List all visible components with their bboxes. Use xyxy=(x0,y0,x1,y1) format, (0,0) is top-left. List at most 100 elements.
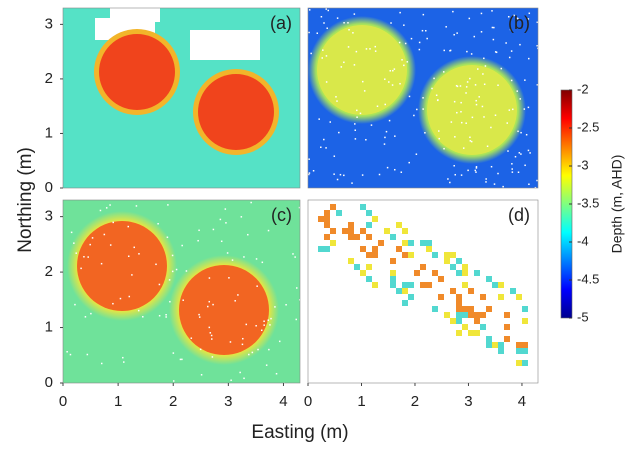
panel-label: (d) xyxy=(508,205,530,225)
cell xyxy=(420,264,426,270)
speckle xyxy=(330,121,332,123)
speckle xyxy=(211,338,213,340)
cell xyxy=(324,210,330,216)
no-data xyxy=(190,30,260,60)
speckle xyxy=(209,277,211,279)
cell xyxy=(420,282,426,288)
speckle xyxy=(456,85,458,87)
speckle xyxy=(225,222,227,224)
speckle xyxy=(493,39,495,41)
cell xyxy=(444,252,450,258)
speckle xyxy=(379,174,381,176)
speckle xyxy=(87,354,89,356)
speckle xyxy=(172,271,174,273)
speckle xyxy=(355,129,357,131)
speckle xyxy=(384,137,386,139)
speckle xyxy=(443,148,445,150)
speckle xyxy=(354,13,356,15)
speckle xyxy=(317,32,319,34)
cell xyxy=(432,306,438,312)
speckle xyxy=(227,252,229,254)
speckle xyxy=(128,226,130,228)
speckle xyxy=(528,107,530,109)
speckle xyxy=(159,315,161,317)
speckle xyxy=(469,78,471,80)
speckle xyxy=(248,354,250,356)
speckle xyxy=(466,51,468,53)
speckle xyxy=(454,174,456,176)
speckle xyxy=(221,241,223,243)
y-tick-label: 0 xyxy=(45,374,53,391)
speckle xyxy=(276,373,278,375)
speckle xyxy=(336,100,338,102)
speckle xyxy=(180,359,182,361)
cell xyxy=(390,282,396,288)
speckle xyxy=(131,274,133,276)
colorbar-label: Depth (m, AHD) xyxy=(609,155,625,254)
cell xyxy=(366,210,372,216)
speckle xyxy=(169,279,171,281)
speckle xyxy=(511,50,513,52)
speckle xyxy=(247,234,249,236)
cell xyxy=(390,270,396,276)
speckle xyxy=(366,48,368,50)
cell xyxy=(456,330,462,336)
speckle xyxy=(92,237,94,239)
speckle xyxy=(509,57,511,59)
speckle xyxy=(85,316,87,318)
cell xyxy=(390,258,396,264)
speckle xyxy=(450,50,452,52)
speckle xyxy=(295,319,297,321)
speckle xyxy=(123,361,125,363)
x-tick-label: 1 xyxy=(114,393,122,410)
cell xyxy=(480,312,486,318)
cell xyxy=(480,324,486,330)
speckle xyxy=(263,321,265,323)
cell xyxy=(390,234,396,240)
cell xyxy=(498,294,504,300)
speckle xyxy=(389,70,391,72)
speckle xyxy=(348,46,350,48)
speckle xyxy=(517,131,519,133)
x-axis-label: Easting (m) xyxy=(251,422,348,443)
speckle xyxy=(511,163,513,165)
speckle xyxy=(369,48,371,50)
speckle xyxy=(80,268,82,270)
speckle xyxy=(470,140,472,142)
speckle xyxy=(491,10,493,12)
speckle xyxy=(213,229,215,231)
speckle xyxy=(173,380,175,382)
speckle xyxy=(181,359,183,361)
speckle xyxy=(356,51,358,53)
cell xyxy=(474,270,480,276)
speckle xyxy=(230,380,232,382)
speckle xyxy=(528,184,530,186)
speckle xyxy=(138,310,140,312)
colorbar-tick-label: -4 xyxy=(577,233,589,248)
speckle xyxy=(476,167,478,169)
speckle xyxy=(384,104,386,106)
cell xyxy=(480,294,486,300)
speckle xyxy=(343,62,345,64)
speckle xyxy=(326,81,328,83)
cell xyxy=(402,300,408,306)
speckle xyxy=(524,108,526,110)
speckle xyxy=(256,285,258,287)
speckle xyxy=(485,178,487,180)
no-data xyxy=(110,8,160,22)
speckle xyxy=(409,96,411,98)
speckle xyxy=(438,130,440,132)
speckle xyxy=(529,152,531,154)
speckle xyxy=(176,269,178,271)
speckle xyxy=(497,84,499,86)
speckle xyxy=(225,208,227,210)
cell xyxy=(396,222,402,228)
speckle xyxy=(138,253,140,255)
speckle xyxy=(495,114,497,116)
speckle xyxy=(186,270,188,272)
speckle xyxy=(416,109,418,111)
speckle xyxy=(308,158,310,160)
speckle xyxy=(321,16,323,18)
speckle xyxy=(528,58,530,60)
